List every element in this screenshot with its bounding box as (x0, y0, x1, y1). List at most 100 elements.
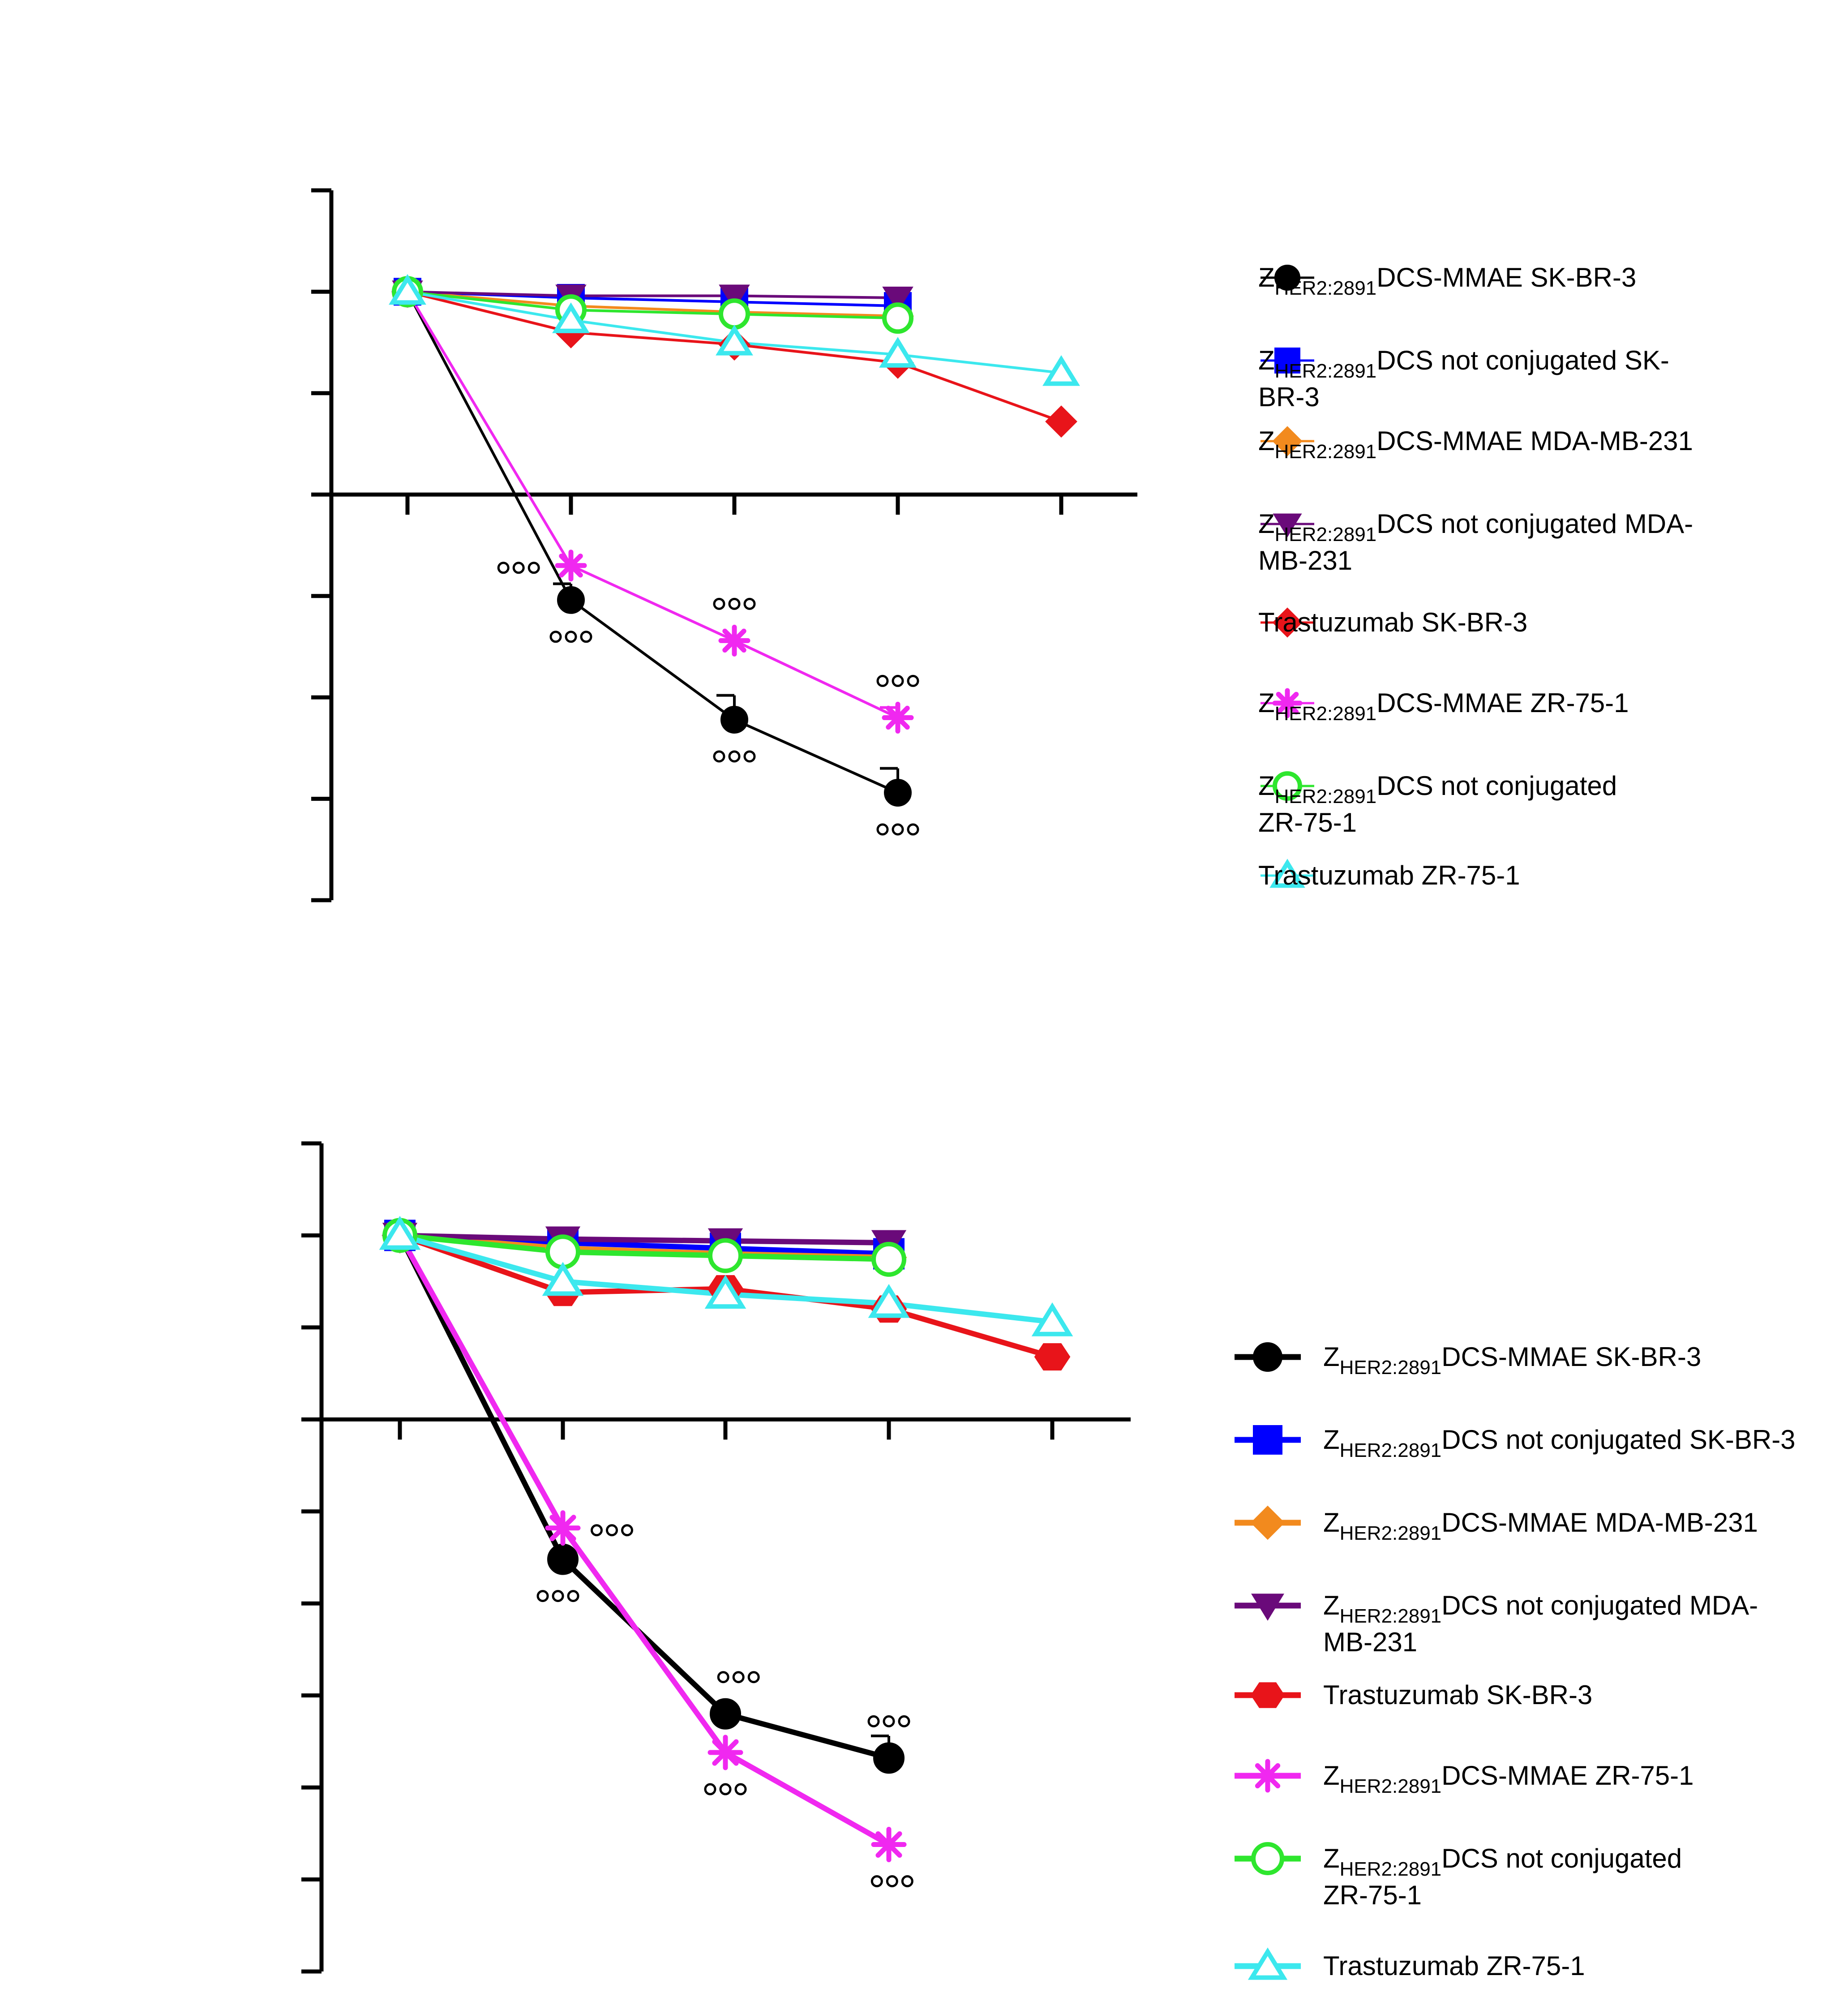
data-point-stroke (549, 1515, 576, 1542)
legend-z: Z (1323, 1508, 1340, 1538)
data-point (884, 778, 912, 807)
data-point (710, 1698, 741, 1730)
data-point (871, 1241, 906, 1277)
legend-subscript: HER2:2891 (1275, 360, 1376, 382)
legend-subscript: HER2:2891 (1340, 1522, 1441, 1544)
series-line (397, 1234, 890, 1847)
ring-annotation (876, 823, 919, 836)
legend: ZHER2:2891DCS-MMAE SK-BR-3ZHER2:2891DCS … (1235, 1342, 1796, 1981)
series-line (406, 291, 899, 719)
legend-subscript: HER2:2891 (1340, 1605, 1441, 1627)
series-line (407, 290, 898, 318)
ring-mark (621, 1524, 633, 1537)
legend-z: Z (1258, 771, 1275, 801)
legend-z: Z (1258, 426, 1275, 456)
legend-text: DCS not conjugated MDA- (1376, 509, 1693, 539)
legend-label: MB-231 (1258, 545, 1352, 576)
legend-marker-stroke (1276, 691, 1299, 715)
legend-label: ZR-75-1 (1258, 807, 1357, 838)
series-line (397, 1234, 890, 1761)
legend-marker (1253, 1425, 1282, 1455)
legend-label: ZHER2:2891DCS not conjugated MDA- (1323, 1590, 1758, 1627)
legend-label: ZR-75-1 (1323, 1880, 1422, 1910)
legend-text: DCS not conjugated SK-BR-3 (1441, 1425, 1795, 1455)
ring-annotation (867, 1715, 910, 1727)
data-point (1042, 355, 1080, 386)
data-point (882, 701, 914, 734)
ring-mark (565, 631, 577, 643)
data-point (720, 705, 748, 734)
legend-label: ZHER2:2891DCS not conjugated (1258, 771, 1617, 807)
data-point (552, 302, 590, 333)
legend-subscript: HER2:2891 (1275, 524, 1376, 545)
data-point (547, 1543, 579, 1575)
data-point (719, 284, 750, 310)
ring-annotation (704, 1783, 747, 1795)
data-point (879, 337, 917, 368)
ring-annotation (549, 631, 592, 643)
ring-mark (717, 1671, 729, 1684)
data-point-stroke (886, 705, 910, 730)
legend-marker (1248, 1947, 1288, 1980)
legend-marker (1272, 426, 1303, 456)
legend-text: DCS-MMAE ZR-75-1 (1376, 688, 1629, 718)
ring-annotation (713, 750, 756, 763)
data-point (882, 302, 913, 334)
legend-marker (1274, 348, 1300, 374)
data-point (719, 298, 750, 330)
legend-z: Z (1323, 1590, 1340, 1620)
ring-mark (527, 562, 540, 574)
ring-mark (876, 674, 889, 687)
data-point (873, 1742, 905, 1774)
legend-z: Z (1323, 1342, 1340, 1372)
data-point (868, 1284, 910, 1318)
legend-z: Z (1258, 345, 1275, 375)
legend: ZHER2:2891DCS-MMAE SK-BR-3ZHER2:2891DCS … (1258, 262, 1693, 890)
legend-text: DCS-MMAE SK-BR-3 (1376, 262, 1636, 292)
data-point-stroke (875, 1831, 902, 1858)
ring-annotation (536, 1590, 579, 1602)
legend-subscript: HER2:2891 (1340, 1858, 1441, 1880)
legend-z: Z (1323, 1761, 1340, 1791)
ring-mark (713, 597, 725, 610)
ring-mark (734, 1783, 747, 1795)
ring-mark (907, 823, 919, 836)
legend-marker (1251, 1842, 1284, 1875)
ring-annotation (497, 562, 540, 574)
data-point (707, 1735, 743, 1770)
data-point (704, 1275, 746, 1309)
legend-label: BR-3 (1258, 382, 1320, 412)
legend-label: ZHER2:2891DCS-MMAE MDA-MB-231 (1323, 1508, 1758, 1544)
data-point-stroke (712, 1739, 739, 1766)
data-point (545, 1510, 581, 1546)
ring-mark (512, 562, 525, 574)
ring-mark (901, 1875, 913, 1887)
legend-marker (1251, 1759, 1285, 1793)
data-point (542, 1262, 584, 1296)
chart-panel-b: ZHER2:2891DCS-MMAE SK-BR-3ZHER2:2891DCS … (301, 1141, 1796, 1981)
legend-label: Trastuzumab SK-BR-3 (1323, 1680, 1592, 1710)
legend-z: Z (1323, 1843, 1340, 1873)
ring-mark (591, 1524, 603, 1537)
data-point (1045, 405, 1077, 438)
legend-label: ZHER2:2891DCS-MMAE ZR-75-1 (1258, 688, 1629, 725)
ring-mark (883, 1715, 895, 1727)
chart-panel-a: ZHER2:2891DCS-MMAE SK-BR-3ZHER2:2891DCS … (311, 188, 1693, 902)
ring-mark (728, 750, 741, 763)
ring-mark (907, 674, 919, 687)
ring-mark (898, 1715, 910, 1727)
ring-mark (536, 1590, 549, 1602)
legend-text: DCS not conjugated MDA- (1441, 1590, 1758, 1620)
ring-mark (549, 631, 562, 643)
legend-label: ZHER2:2891DCS-MMAE ZR-75-1 (1323, 1761, 1694, 1797)
ring-mark (892, 823, 904, 836)
ring-mark (552, 1590, 564, 1602)
ring-annotation (876, 674, 919, 687)
legend-marker (1250, 1505, 1285, 1540)
data-point-stroke (559, 554, 583, 578)
legend-subscript: HER2:2891 (1340, 1439, 1441, 1461)
ring-annotation (713, 597, 756, 610)
data-point (718, 624, 750, 657)
ring-mark (732, 1671, 745, 1684)
legend-marker (1253, 1342, 1282, 1372)
